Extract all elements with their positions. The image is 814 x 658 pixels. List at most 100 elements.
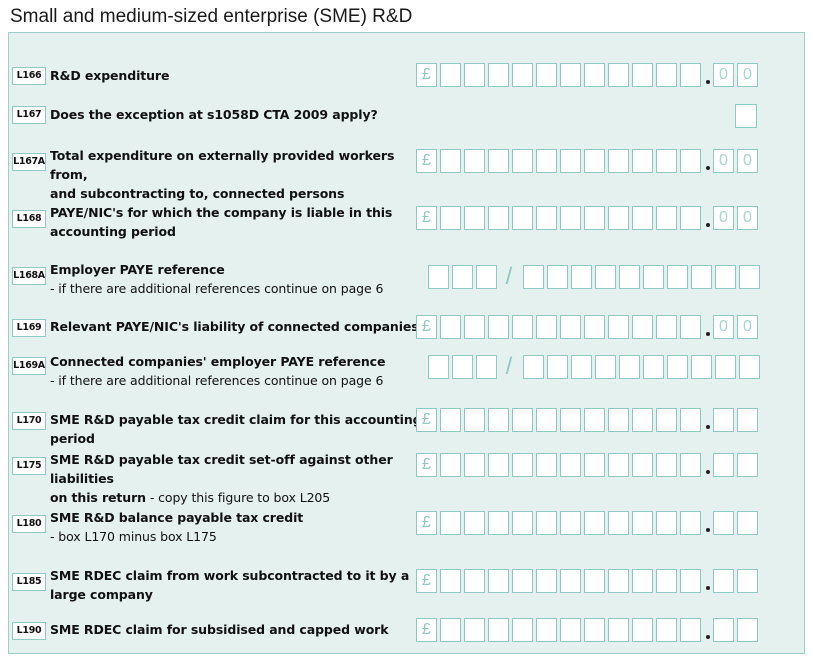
digit-box[interactable]: [656, 569, 677, 593]
paye-office-box[interactable]: [476, 265, 497, 289]
pence-box[interactable]: [737, 618, 758, 642]
digit-box[interactable]: [680, 63, 701, 87]
digit-box[interactable]: [560, 453, 581, 477]
digit-box[interactable]: [680, 408, 701, 432]
digit-box[interactable]: [632, 618, 653, 642]
digit-box[interactable]: [464, 149, 485, 173]
digit-box[interactable]: [608, 206, 629, 230]
digit-box[interactable]: [536, 511, 557, 535]
digit-box[interactable]: [632, 511, 653, 535]
digit-box[interactable]: [680, 206, 701, 230]
digit-box[interactable]: [656, 63, 677, 87]
digit-box[interactable]: [536, 618, 557, 642]
digit-box[interactable]: [680, 618, 701, 642]
digit-box[interactable]: [488, 569, 509, 593]
digit-box[interactable]: [512, 453, 533, 477]
paye-reference-box[interactable]: [547, 355, 568, 379]
digit-box[interactable]: [680, 453, 701, 477]
paye-reference-box[interactable]: [667, 265, 688, 289]
digit-box[interactable]: [464, 315, 485, 339]
digit-box[interactable]: [560, 315, 581, 339]
digit-box[interactable]: [440, 569, 461, 593]
digit-box[interactable]: [536, 63, 557, 87]
paye-reference-box[interactable]: [619, 355, 640, 379]
digit-box[interactable]: [464, 511, 485, 535]
digit-box[interactable]: [440, 315, 461, 339]
digit-box[interactable]: [608, 149, 629, 173]
digit-box[interactable]: [632, 569, 653, 593]
digit-box[interactable]: [656, 149, 677, 173]
digit-box[interactable]: [560, 206, 581, 230]
digit-box[interactable]: [488, 149, 509, 173]
digit-box[interactable]: [584, 511, 605, 535]
digit-box[interactable]: [632, 149, 653, 173]
digit-box[interactable]: [536, 315, 557, 339]
digit-box[interactable]: [608, 63, 629, 87]
digit-box[interactable]: [584, 206, 605, 230]
digit-box[interactable]: [488, 511, 509, 535]
digit-box[interactable]: [464, 408, 485, 432]
paye-reference-box[interactable]: [595, 355, 616, 379]
digit-box[interactable]: [464, 63, 485, 87]
digit-box[interactable]: [656, 408, 677, 432]
digit-box[interactable]: [512, 149, 533, 173]
digit-box[interactable]: [512, 315, 533, 339]
digit-box[interactable]: [464, 618, 485, 642]
paye-reference-box[interactable]: [691, 355, 712, 379]
digit-box[interactable]: [536, 206, 557, 230]
pence-box[interactable]: [713, 453, 734, 477]
digit-box[interactable]: [632, 408, 653, 432]
paye-reference-box[interactable]: [523, 265, 544, 289]
digit-box[interactable]: [680, 149, 701, 173]
digit-box[interactable]: [584, 149, 605, 173]
paye-office-box[interactable]: [452, 355, 473, 379]
digit-box[interactable]: [560, 63, 581, 87]
pence-box[interactable]: [737, 511, 758, 535]
digit-box[interactable]: [488, 453, 509, 477]
digit-box[interactable]: [680, 315, 701, 339]
digit-box[interactable]: [584, 63, 605, 87]
digit-box[interactable]: [560, 408, 581, 432]
paye-reference-box[interactable]: [691, 265, 712, 289]
digit-box[interactable]: [632, 315, 653, 339]
digit-box[interactable]: [440, 453, 461, 477]
digit-box[interactable]: [680, 511, 701, 535]
paye-reference-box[interactable]: [667, 355, 688, 379]
digit-box[interactable]: [656, 206, 677, 230]
digit-box[interactable]: [488, 315, 509, 339]
paye-office-box[interactable]: [452, 265, 473, 289]
digit-box[interactable]: [536, 149, 557, 173]
digit-box[interactable]: [488, 63, 509, 87]
pence-box[interactable]: [713, 569, 734, 593]
digit-box[interactable]: [560, 618, 581, 642]
digit-box[interactable]: [536, 408, 557, 432]
digit-box[interactable]: [584, 408, 605, 432]
digit-box[interactable]: [464, 569, 485, 593]
digit-box[interactable]: [608, 569, 629, 593]
digit-box[interactable]: [632, 453, 653, 477]
digit-box[interactable]: [488, 206, 509, 230]
exception-checkbox[interactable]: [735, 104, 757, 128]
paye-reference-box[interactable]: [595, 265, 616, 289]
pence-box[interactable]: [713, 408, 734, 432]
paye-reference-box[interactable]: [715, 355, 736, 379]
digit-box[interactable]: [560, 511, 581, 535]
digit-box[interactable]: [536, 569, 557, 593]
digit-box[interactable]: [512, 618, 533, 642]
digit-box[interactable]: [560, 569, 581, 593]
paye-reference-box[interactable]: [523, 355, 544, 379]
digit-box[interactable]: [512, 63, 533, 87]
pence-box[interactable]: [737, 453, 758, 477]
paye-reference-box[interactable]: [571, 355, 592, 379]
digit-box[interactable]: [512, 511, 533, 535]
digit-box[interactable]: [608, 453, 629, 477]
digit-box[interactable]: [656, 315, 677, 339]
digit-box[interactable]: [440, 618, 461, 642]
pence-box[interactable]: [737, 569, 758, 593]
digit-box[interactable]: [584, 569, 605, 593]
digit-box[interactable]: [680, 569, 701, 593]
digit-box[interactable]: [488, 618, 509, 642]
digit-box[interactable]: [656, 618, 677, 642]
digit-box[interactable]: [632, 206, 653, 230]
pence-box[interactable]: [737, 408, 758, 432]
